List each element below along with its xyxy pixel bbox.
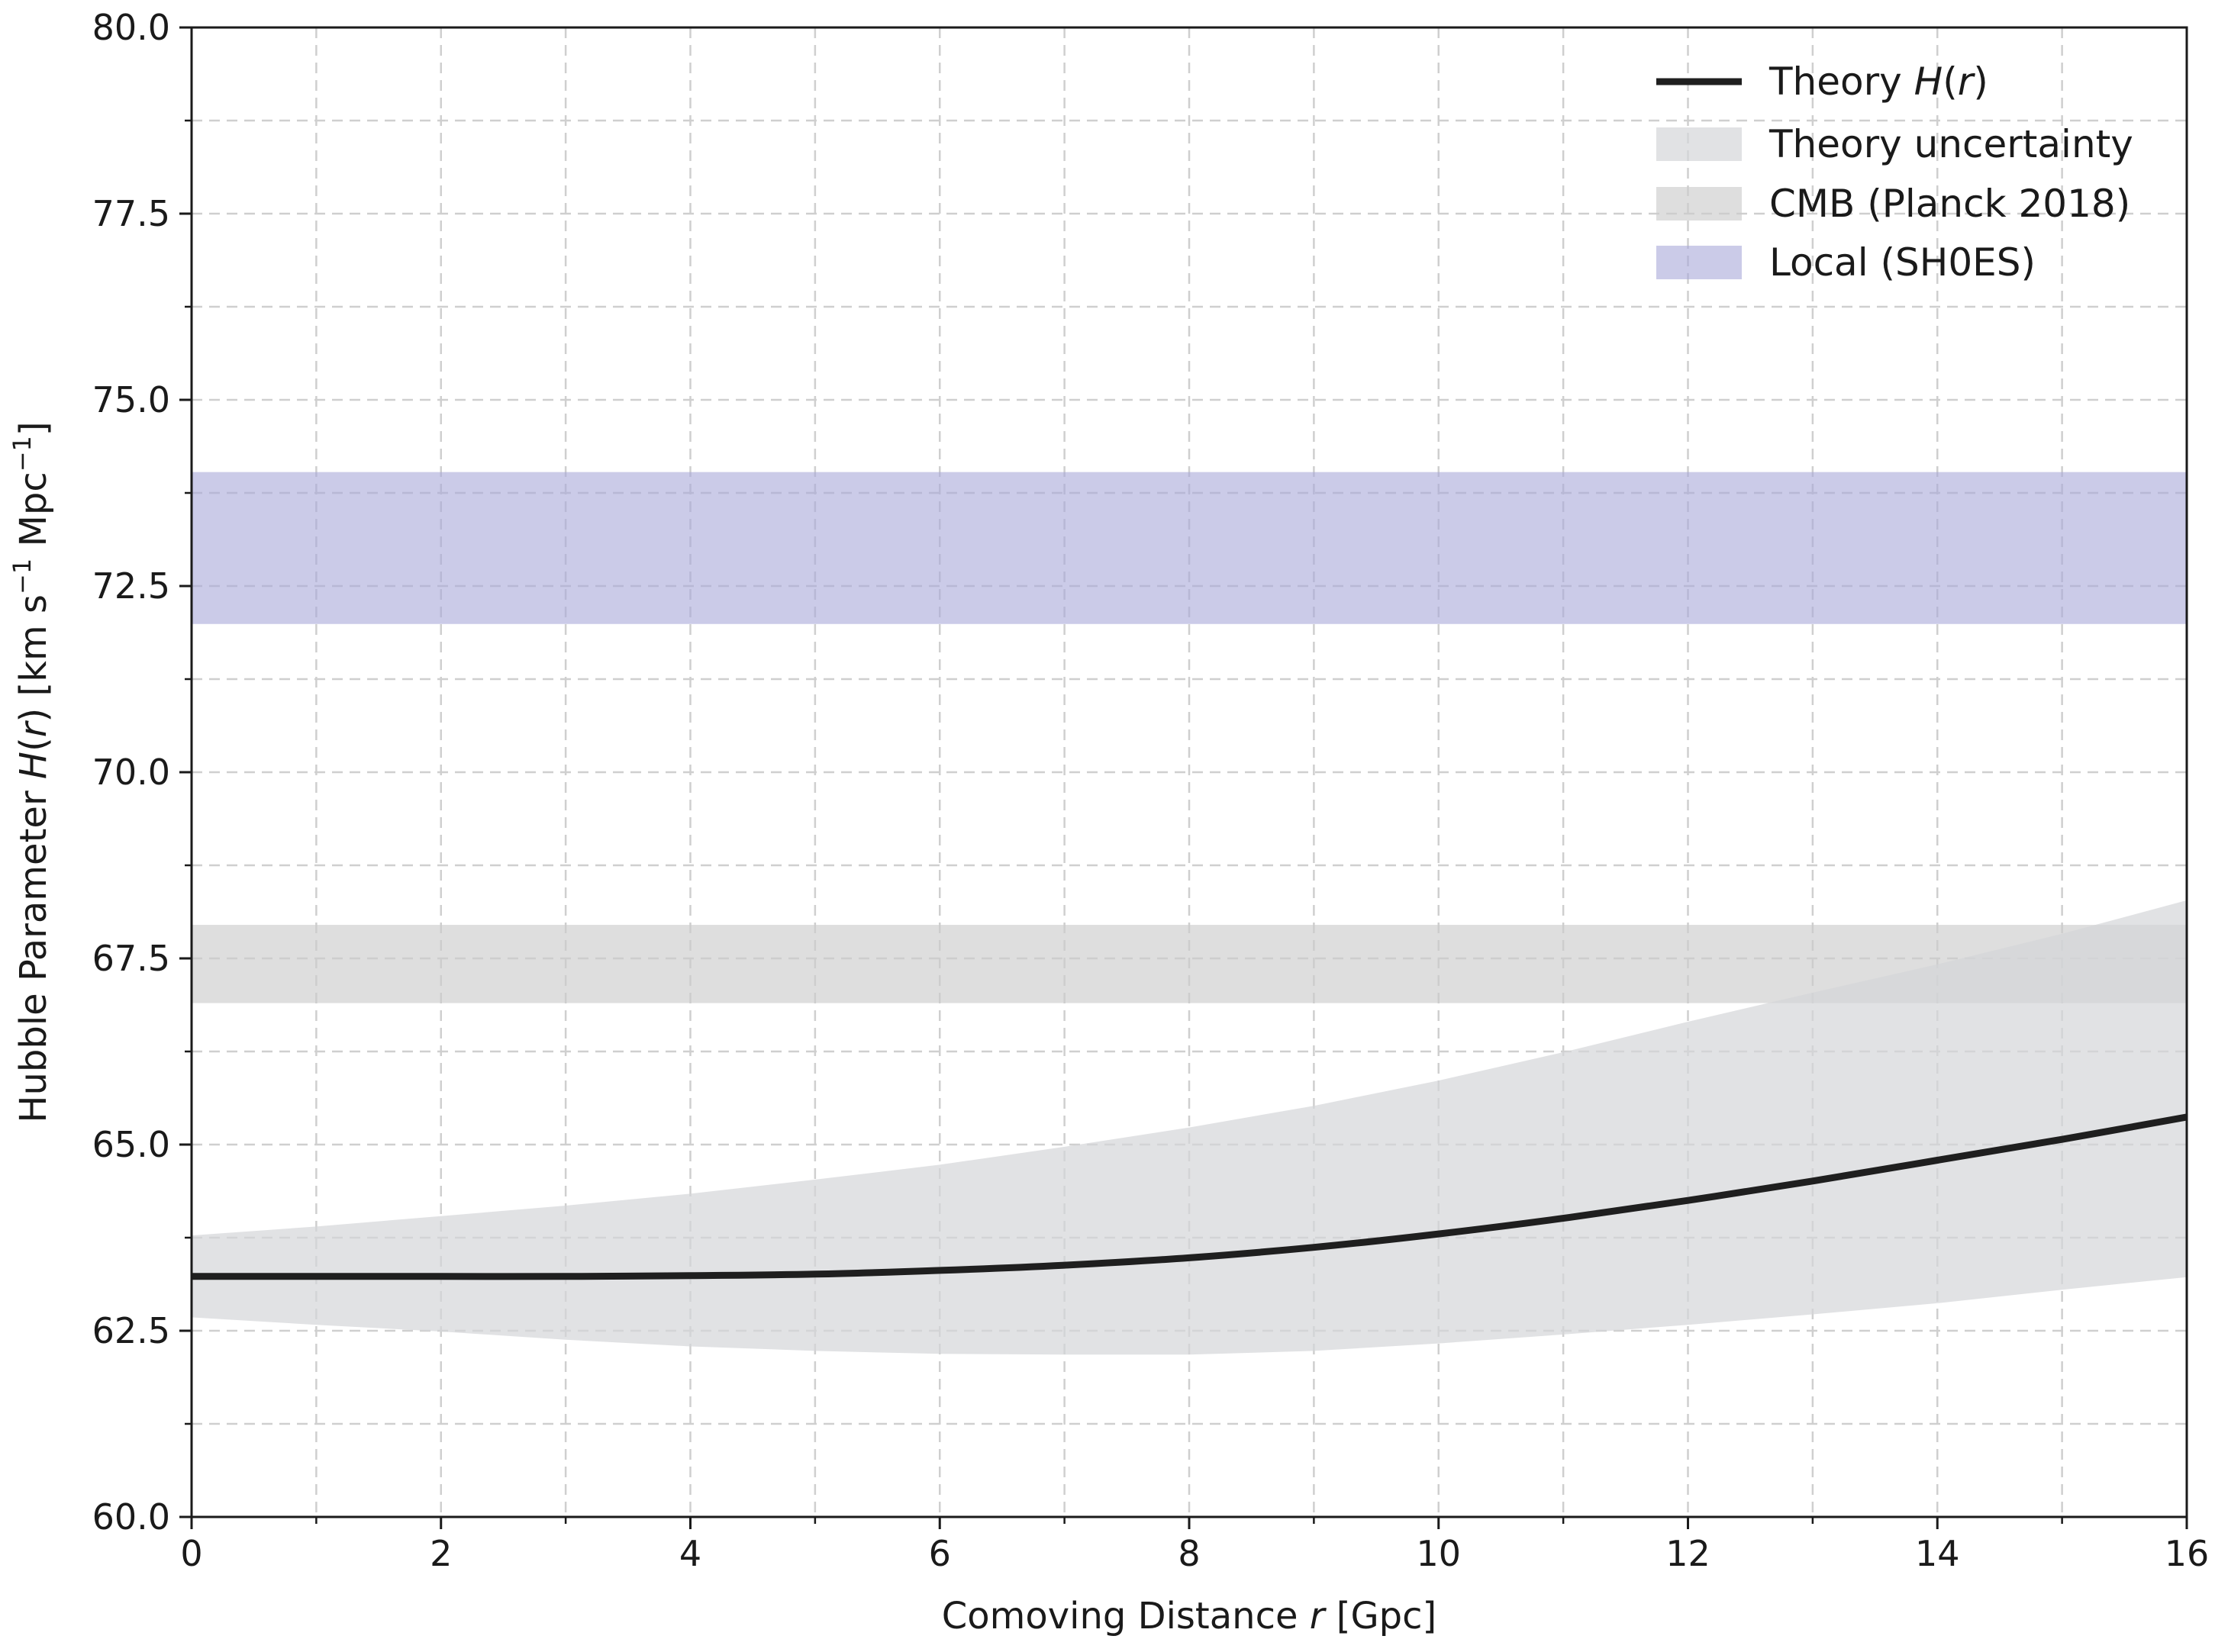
x-tick-label: 6 [929,1533,951,1574]
axis-ticks: 0 2 4 6 8 10 12 14 16 60.0 62.5 65.0 67.5 70.0 72.5 75.… [92,7,2210,1574]
y-tick-label: 77.5 [92,193,170,234]
legend-label-local: Local (SH0ES) [1769,240,2036,285]
x-tick-label: 12 [1665,1533,1710,1574]
uncertainty-area [192,900,2187,1355]
y-tick-label: 65.0 [92,1124,170,1165]
y-tick-label: 75.0 [92,379,170,420]
y-tick-label: 62.5 [92,1310,170,1351]
grid [192,27,2187,1517]
legend-swatch-local [1656,246,1742,279]
y-tick-label: 80.0 [92,7,170,48]
legend-label-uncertainty: Theory uncertainty [1768,122,2133,166]
y-tick-label: 60.0 [92,1496,170,1538]
x-tick-label: 0 [180,1533,202,1574]
y-tick-label: 67.5 [92,938,170,979]
x-axis-label: Comoving Distance r [Gpc] [942,1595,1437,1638]
x-tick-label: 10 [1416,1533,1461,1574]
legend-label-cmb: CMB (Planck 2018) [1769,182,2130,226]
x-tick-label: 4 [679,1533,701,1574]
x-tick-label: 16 [2165,1533,2210,1574]
legend-swatch-uncertainty [1656,127,1742,161]
y-tick-label: 72.5 [92,565,170,607]
local-band [192,472,2187,624]
plot-area [190,26,2188,1518]
y-axis-label: Hubble Parameter H(r) [km s−1 Mpc−1] [8,421,55,1122]
theory-series [192,1113,2188,1280]
legend-swatch-cmb [1656,187,1742,221]
legend-label-theory: Theory H(r) [1768,60,1988,104]
x-tick-label: 8 [1178,1533,1200,1574]
x-tick-label: 2 [430,1533,452,1574]
theory-line [192,1113,2188,1280]
horizontal-bands [192,472,2187,1003]
uncertainty-region [192,900,2187,1355]
legend: Theory H(r) Theory uncertainty CMB (Plan… [1656,60,2133,285]
y-tick-label: 70.0 [92,752,170,793]
x-tick-label: 14 [1915,1533,1960,1574]
